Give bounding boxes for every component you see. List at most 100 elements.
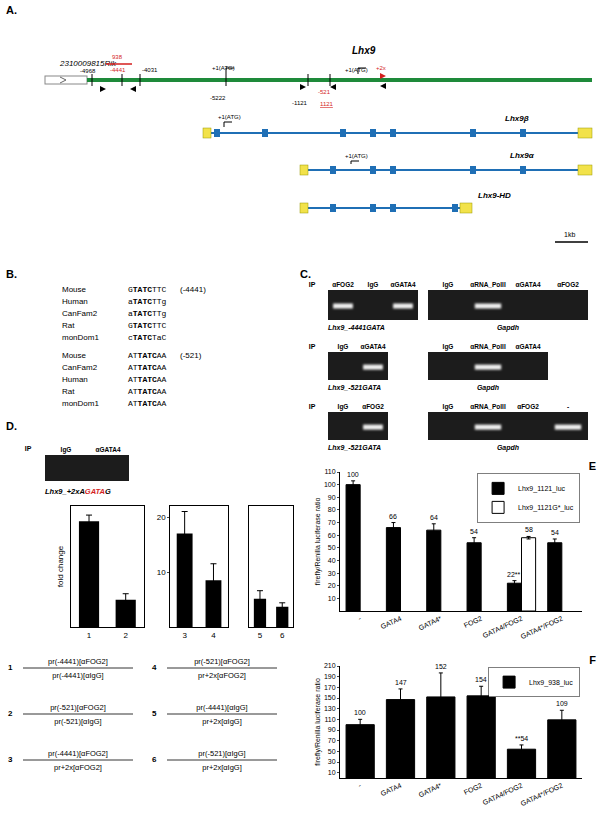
svg-text:CanFam2: CanFam2	[62, 363, 98, 372]
svg-text:3: 3	[8, 755, 13, 764]
svg-text:Gapdh: Gapdh	[477, 384, 499, 392]
svg-text:Rat: Rat	[62, 387, 75, 396]
svg-text:αRNA_PolII: αRNA_PolII	[470, 281, 506, 288]
svg-text:2: 2	[123, 631, 128, 640]
svg-text:170: 170	[324, 684, 336, 691]
svg-text:Mouse: Mouse	[62, 351, 87, 360]
svg-text:cTATCTaC: cTATCTaC	[128, 333, 167, 342]
svg-text:pr+2x[αIgG]: pr+2x[αIgG]	[202, 763, 242, 772]
svg-text:pr(-4441)[αFOG2]: pr(-4441)[αFOG2]	[48, 749, 108, 758]
svg-text:firefly/Renilla luciferase rat: firefly/Renilla luciferase ratio	[314, 498, 322, 586]
svg-text:Lhx9α: Lhx9α	[510, 151, 535, 160]
svg-text:(-521): (-521)	[180, 351, 202, 360]
svg-text:**54: **54	[515, 735, 528, 742]
svg-text:F: F	[589, 654, 596, 666]
svg-text:30: 30	[328, 758, 336, 765]
svg-text:30: 30	[328, 570, 336, 577]
svg-text:αGATA4: αGATA4	[515, 281, 540, 288]
svg-text:5: 5	[258, 631, 263, 640]
svg-text:IP: IP	[309, 281, 316, 288]
svg-text:90: 90	[328, 726, 336, 733]
svg-text:pr+2x[αFOG2]: pr+2x[αFOG2]	[54, 763, 102, 772]
svg-text:152: 152	[435, 663, 447, 670]
svg-text:20: 20	[328, 582, 336, 589]
svg-text:C.: C.	[300, 268, 311, 280]
svg-text:E: E	[589, 460, 596, 472]
svg-text:100: 100	[324, 481, 336, 488]
svg-text:190: 190	[324, 673, 336, 680]
svg-text:GATA4/FOG2: GATA4/FOG2	[482, 782, 524, 807]
svg-text:GATA4*/FOG2: GATA4*/FOG2	[519, 615, 563, 641]
svg-text:GATA4*/FOG2: GATA4*/FOG2	[519, 782, 563, 808]
svg-text:6: 6	[152, 755, 157, 764]
svg-text:monDom1: monDom1	[62, 333, 99, 342]
svg-text:IP: IP	[25, 445, 32, 452]
svg-text:110: 110	[324, 716, 335, 723]
svg-text:147: 147	[395, 679, 407, 686]
svg-text:GATA4: GATA4	[380, 615, 403, 631]
svg-text:IgG: IgG	[443, 403, 454, 411]
svg-text:4: 4	[211, 631, 216, 640]
svg-text:66: 66	[389, 513, 397, 520]
svg-text:70: 70	[328, 737, 336, 744]
svg-text:+1(ATG): +1(ATG)	[218, 114, 241, 120]
svg-text:pr(-4441)[αFOG2]: pr(-4441)[αFOG2]	[48, 657, 108, 666]
svg-text:pr(-521)[αIgG]: pr(-521)[αIgG]	[54, 717, 101, 726]
svg-text:GATA4*: GATA4*	[417, 782, 443, 799]
svg-text:Lhx9_1121G*_luc: Lhx9_1121G*_luc	[518, 504, 574, 512]
svg-text:-4968: -4968	[80, 68, 96, 74]
svg-text:Gapdh: Gapdh	[497, 444, 519, 452]
svg-text:Lhx9-HD: Lhx9-HD	[478, 191, 511, 200]
svg-text:aTATCTTg: aTATCTTg	[128, 309, 167, 318]
svg-text:Rat: Rat	[62, 321, 75, 330]
svg-text:+1(ATG): +1(ATG)	[345, 153, 368, 159]
svg-text:+1(ATG): +1(ATG)	[345, 67, 368, 73]
svg-text:ATTATCAA: ATTATCAA	[128, 375, 167, 384]
svg-text:ATTATCAA: ATTATCAA	[128, 351, 167, 360]
svg-text:2: 2	[8, 709, 13, 718]
svg-text:GTATCTTC: GTATCTTC	[128, 321, 167, 330]
svg-text:Human: Human	[62, 297, 88, 306]
svg-text:ATTATCAA: ATTATCAA	[128, 363, 167, 372]
svg-text:100: 100	[347, 471, 359, 478]
svg-text:130: 130	[324, 705, 336, 712]
svg-text:Lhx9_1121_luc: Lhx9_1121_luc	[518, 485, 565, 493]
svg-text:109: 109	[556, 700, 568, 707]
svg-text:10: 10	[157, 568, 166, 577]
svg-text:Lhx9_-521GATA: Lhx9_-521GATA	[328, 444, 381, 451]
svg-text:IP: IP	[309, 403, 316, 410]
svg-text:-: -	[357, 781, 363, 789]
svg-text:IgG: IgG	[61, 446, 72, 454]
svg-text:αFOG2: αFOG2	[332, 281, 354, 288]
svg-text:Lhx9_-521GATA: Lhx9_-521GATA	[328, 384, 381, 391]
svg-text:GATA4: GATA4	[380, 782, 403, 798]
svg-text:40: 40	[328, 557, 336, 564]
svg-text:64: 64	[430, 514, 438, 521]
svg-text:150: 150	[324, 694, 336, 701]
svg-text:54: 54	[551, 529, 559, 536]
svg-text:IgG: IgG	[338, 343, 349, 351]
svg-text:αGATA4: αGATA4	[390, 281, 415, 288]
svg-text:pr+2x[αIgG]: pr+2x[αIgG]	[202, 717, 242, 726]
svg-text:pr(-4441)[αIgG]: pr(-4441)[αIgG]	[196, 703, 247, 712]
svg-text:1: 1	[8, 663, 13, 672]
svg-text:1: 1	[87, 631, 92, 640]
svg-text:80: 80	[328, 506, 336, 513]
svg-text:IgG: IgG	[443, 281, 454, 289]
svg-text:pr(-4441)[αIgG]: pr(-4441)[αIgG]	[52, 671, 103, 680]
svg-text:αFOG2: αFOG2	[362, 403, 384, 410]
svg-text:CanFam2: CanFam2	[62, 309, 98, 318]
svg-text:FOG2: FOG2	[463, 615, 483, 629]
svg-text:Lhx9_+2xAGATAG: Lhx9_+2xAGATAG	[45, 487, 111, 496]
svg-text:αRNA_PolII: αRNA_PolII	[470, 343, 506, 350]
svg-text:IgG: IgG	[443, 343, 454, 351]
svg-text:110: 110	[324, 468, 335, 475]
svg-text:Mouse: Mouse	[62, 285, 87, 294]
svg-text:(-4441): (-4441)	[180, 285, 206, 294]
svg-text:Lhx9: Lhx9	[352, 45, 376, 56]
svg-text:-521: -521	[318, 89, 331, 95]
svg-text:αGATA4: αGATA4	[360, 343, 385, 350]
svg-text:-5222: -5222	[210, 95, 226, 101]
svg-text:20: 20	[157, 513, 166, 522]
svg-text:-: -	[357, 614, 363, 622]
